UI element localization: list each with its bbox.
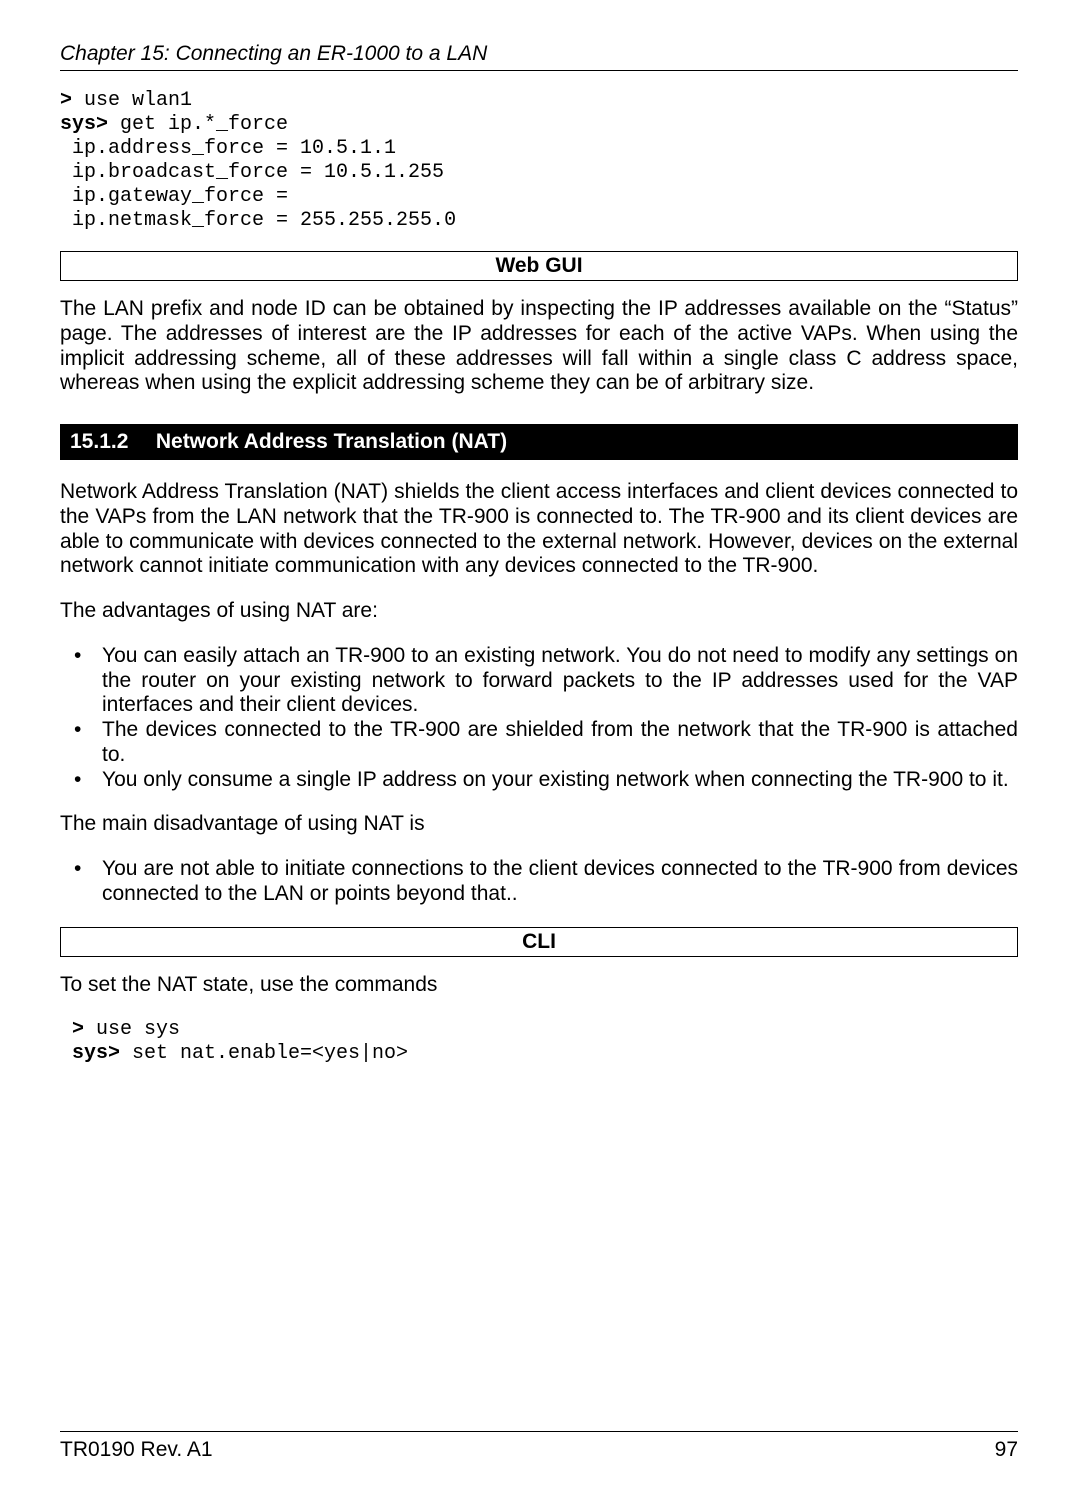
paragraph: To set the NAT state, use the commands	[60, 973, 1018, 998]
prompt: >	[72, 1018, 84, 1041]
disadvantages-list: You are not able to initiate connections…	[60, 857, 1018, 907]
list-item: The devices connected to the TR-900 are …	[60, 718, 1018, 768]
prompt: sys>	[60, 113, 108, 136]
footer-right: 97	[995, 1438, 1018, 1462]
paragraph: The main disadvantage of using NAT is	[60, 812, 1018, 837]
footer-row: TR0190 Rev. A1 97	[60, 1438, 1018, 1462]
chapter-title: Chapter 15: Connecting an ER-1000 to a L…	[60, 42, 1018, 66]
code-text: use wlan1	[72, 89, 192, 112]
code-block-1: > use wlan1 sys> get ip.*_force ip.addre…	[60, 89, 1018, 233]
paragraph: The LAN prefix and node ID can be obtain…	[60, 297, 1018, 396]
code-text: set nat.enable=<yes|no>	[120, 1042, 408, 1065]
page-footer: TR0190 Rev. A1 97	[60, 1431, 1018, 1462]
header-rule	[60, 70, 1018, 71]
paragraph: Network Address Translation (NAT) shield…	[60, 480, 1018, 579]
footer-rule	[60, 1431, 1018, 1432]
list-item: You are not able to initiate connections…	[60, 857, 1018, 907]
cli-box: CLI	[60, 927, 1018, 957]
code-output: ip.address_force = 10.5.1.1	[60, 137, 396, 160]
webgui-box: Web GUI	[60, 251, 1018, 281]
prompt: sys>	[72, 1042, 120, 1065]
code-block-2: > use sys sys> set nat.enable=<yes|no>	[72, 1018, 1018, 1066]
page-container: Chapter 15: Connecting an ER-1000 to a L…	[0, 0, 1078, 1492]
code-output: ip.broadcast_force = 10.5.1.255	[60, 161, 444, 184]
list-item: You only consume a single IP address on …	[60, 768, 1018, 793]
code-text: use sys	[84, 1018, 180, 1041]
list-item: You can easily attach an TR-900 to an ex…	[60, 644, 1018, 718]
prompt: >	[60, 89, 72, 112]
section-header: 15.1.2 Network Address Translation (NAT)	[60, 424, 1018, 460]
code-output: ip.gateway_force =	[60, 185, 288, 208]
section-title: Network Address Translation (NAT)	[156, 430, 507, 453]
footer-left: TR0190 Rev. A1	[60, 1438, 213, 1462]
code-output: ip.netmask_force = 255.255.255.0	[60, 209, 456, 232]
code-text: get ip.*_force	[108, 113, 288, 136]
section-number: 15.1.2	[70, 430, 150, 454]
advantages-list: You can easily attach an TR-900 to an ex…	[60, 644, 1018, 793]
paragraph: The advantages of using NAT are:	[60, 599, 1018, 624]
